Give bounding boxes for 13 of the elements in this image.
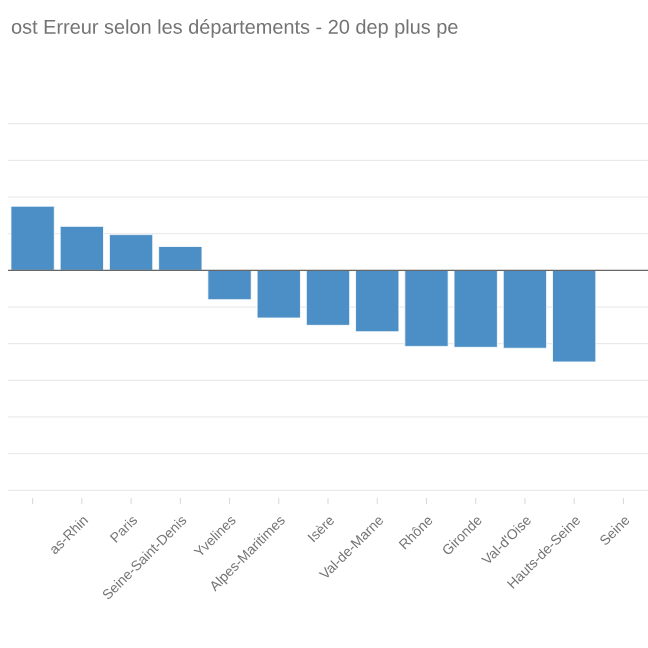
bar — [109, 234, 154, 271]
bar — [207, 269, 252, 301]
bar — [404, 269, 449, 347]
bar — [256, 269, 301, 319]
bar — [552, 269, 597, 363]
chart-title: ost Erreur selon les départements - 20 dep plus pe — [11, 19, 458, 38]
bar — [59, 225, 104, 271]
bar — [453, 269, 498, 348]
bar — [305, 269, 351, 326]
bar — [10, 205, 55, 271]
bar — [355, 269, 400, 333]
bar — [158, 246, 203, 271]
bar — [502, 269, 547, 349]
